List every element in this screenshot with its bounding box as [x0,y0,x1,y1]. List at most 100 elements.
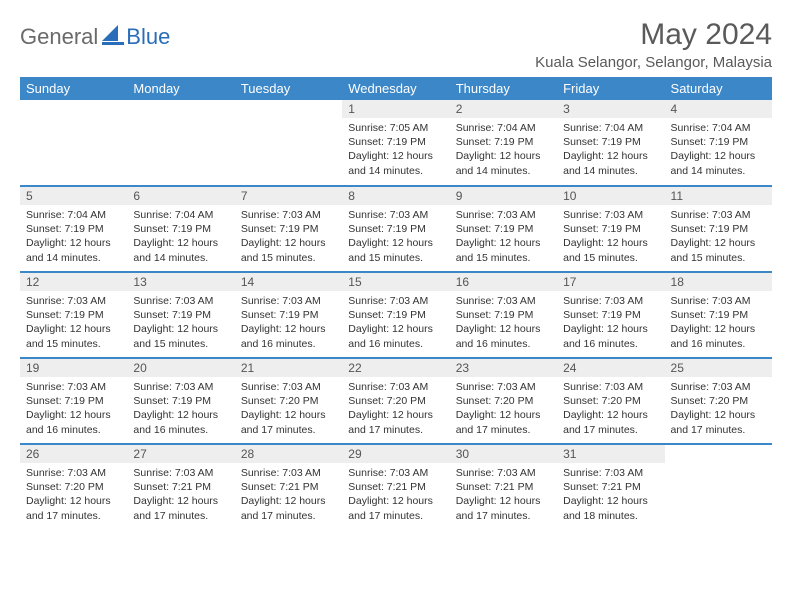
day-dl2: and 17 minutes. [348,423,443,437]
day-sunrise: Sunrise: 7:04 AM [671,121,766,135]
day-details: Sunrise: 7:05 AMSunset: 7:19 PMDaylight:… [342,118,449,182]
calendar-day-cell: 15Sunrise: 7:03 AMSunset: 7:19 PMDayligh… [342,272,449,358]
calendar-day-cell: 18Sunrise: 7:03 AMSunset: 7:19 PMDayligh… [665,272,772,358]
day-details: Sunrise: 7:03 AMSunset: 7:19 PMDaylight:… [557,291,664,355]
day-number: 31 [557,445,664,463]
day-sunrise: Sunrise: 7:04 AM [563,121,658,135]
calendar-day-cell: 5Sunrise: 7:04 AMSunset: 7:19 PMDaylight… [20,186,127,272]
day-details: Sunrise: 7:03 AMSunset: 7:19 PMDaylight:… [557,205,664,269]
calendar-day-cell: 30Sunrise: 7:03 AMSunset: 7:21 PMDayligh… [450,444,557,530]
weekday-header: Wednesday [342,77,449,100]
day-dl2: and 14 minutes. [671,164,766,178]
day-dl2: and 17 minutes. [26,509,121,523]
calendar-day-cell: 4Sunrise: 7:04 AMSunset: 7:19 PMDaylight… [665,100,772,186]
day-dl1: Daylight: 12 hours [348,322,443,336]
day-sunset: Sunset: 7:21 PM [133,480,228,494]
day-dl2: and 16 minutes. [241,337,336,351]
day-dl2: and 17 minutes. [456,423,551,437]
day-dl1: Daylight: 12 hours [241,494,336,508]
calendar-day-cell: 14Sunrise: 7:03 AMSunset: 7:19 PMDayligh… [235,272,342,358]
day-number: 23 [450,359,557,377]
day-sunrise: Sunrise: 7:03 AM [133,380,228,394]
day-number: 21 [235,359,342,377]
day-number: 1 [342,100,449,118]
day-sunset: Sunset: 7:19 PM [563,308,658,322]
day-dl2: and 17 minutes. [348,509,443,523]
calendar-day-cell: 8Sunrise: 7:03 AMSunset: 7:19 PMDaylight… [342,186,449,272]
day-sunset: Sunset: 7:21 PM [241,480,336,494]
logo: General Blue [20,18,170,50]
day-sunrise: Sunrise: 7:03 AM [26,294,121,308]
day-sunset: Sunset: 7:19 PM [348,135,443,149]
day-details: Sunrise: 7:03 AMSunset: 7:21 PMDaylight:… [342,463,449,527]
calendar-day-cell: 26Sunrise: 7:03 AMSunset: 7:20 PMDayligh… [20,444,127,530]
day-dl2: and 15 minutes. [241,251,336,265]
weekday-header: Tuesday [235,77,342,100]
day-sunset: Sunset: 7:19 PM [563,135,658,149]
day-details: Sunrise: 7:04 AMSunset: 7:19 PMDaylight:… [557,118,664,182]
day-details: Sunrise: 7:03 AMSunset: 7:19 PMDaylight:… [665,291,772,355]
day-details: Sunrise: 7:03 AMSunset: 7:21 PMDaylight:… [127,463,234,527]
day-dl1: Daylight: 12 hours [133,408,228,422]
month-title: May 2024 [535,18,772,52]
day-sunset: Sunset: 7:20 PM [456,394,551,408]
day-sunrise: Sunrise: 7:03 AM [456,380,551,394]
day-sunrise: Sunrise: 7:03 AM [456,208,551,222]
day-number: 19 [20,359,127,377]
day-sunrise: Sunrise: 7:03 AM [671,380,766,394]
calendar-day-cell: 29Sunrise: 7:03 AMSunset: 7:21 PMDayligh… [342,444,449,530]
title-block: May 2024 Kuala Selangor, Selangor, Malay… [535,18,772,71]
day-number: 12 [20,273,127,291]
day-details: Sunrise: 7:04 AMSunset: 7:19 PMDaylight:… [20,205,127,269]
calendar-day-cell: 6Sunrise: 7:04 AMSunset: 7:19 PMDaylight… [127,186,234,272]
day-sunrise: Sunrise: 7:03 AM [26,466,121,480]
day-sunset: Sunset: 7:19 PM [456,222,551,236]
day-number: 4 [665,100,772,118]
calendar-day-cell: 21Sunrise: 7:03 AMSunset: 7:20 PMDayligh… [235,358,342,444]
header: General Blue May 2024 Kuala Selangor, Se… [20,18,772,71]
day-sunset: Sunset: 7:20 PM [563,394,658,408]
day-details: Sunrise: 7:03 AMSunset: 7:20 PMDaylight:… [557,377,664,441]
calendar-day-cell: 28Sunrise: 7:03 AMSunset: 7:21 PMDayligh… [235,444,342,530]
day-dl2: and 18 minutes. [563,509,658,523]
calendar-day-cell [665,444,772,530]
day-sunrise: Sunrise: 7:03 AM [241,466,336,480]
day-sunrise: Sunrise: 7:05 AM [348,121,443,135]
day-details: Sunrise: 7:03 AMSunset: 7:21 PMDaylight:… [450,463,557,527]
day-number: 10 [557,187,664,205]
day-number: 11 [665,187,772,205]
calendar-day-cell: 13Sunrise: 7:03 AMSunset: 7:19 PMDayligh… [127,272,234,358]
calendar-day-cell: 9Sunrise: 7:03 AMSunset: 7:19 PMDaylight… [450,186,557,272]
day-number: 29 [342,445,449,463]
day-details: Sunrise: 7:03 AMSunset: 7:21 PMDaylight:… [235,463,342,527]
day-number: 18 [665,273,772,291]
day-dl1: Daylight: 12 hours [671,236,766,250]
day-details: Sunrise: 7:03 AMSunset: 7:19 PMDaylight:… [20,291,127,355]
day-number: 5 [20,187,127,205]
day-dl2: and 15 minutes. [348,251,443,265]
calendar-day-cell: 7Sunrise: 7:03 AMSunset: 7:19 PMDaylight… [235,186,342,272]
day-dl2: and 14 minutes. [133,251,228,265]
day-sunset: Sunset: 7:19 PM [26,394,121,408]
day-dl1: Daylight: 12 hours [456,494,551,508]
day-dl1: Daylight: 12 hours [241,322,336,336]
day-dl1: Daylight: 12 hours [348,149,443,163]
day-dl2: and 15 minutes. [671,251,766,265]
day-details: Sunrise: 7:03 AMSunset: 7:21 PMDaylight:… [557,463,664,527]
day-details: Sunrise: 7:03 AMSunset: 7:20 PMDaylight:… [342,377,449,441]
day-dl1: Daylight: 12 hours [456,149,551,163]
day-sunrise: Sunrise: 7:03 AM [348,294,443,308]
calendar-day-cell: 17Sunrise: 7:03 AMSunset: 7:19 PMDayligh… [557,272,664,358]
day-sunrise: Sunrise: 7:03 AM [563,380,658,394]
day-sunrise: Sunrise: 7:03 AM [241,294,336,308]
day-number: 28 [235,445,342,463]
day-number: 15 [342,273,449,291]
day-details: Sunrise: 7:03 AMSunset: 7:20 PMDaylight:… [450,377,557,441]
day-sunset: Sunset: 7:19 PM [241,308,336,322]
day-details: Sunrise: 7:03 AMSunset: 7:20 PMDaylight:… [235,377,342,441]
day-dl1: Daylight: 12 hours [133,494,228,508]
calendar-week-row: 5Sunrise: 7:04 AMSunset: 7:19 PMDaylight… [20,186,772,272]
day-number: 6 [127,187,234,205]
calendar-day-cell [20,100,127,186]
day-dl1: Daylight: 12 hours [456,322,551,336]
